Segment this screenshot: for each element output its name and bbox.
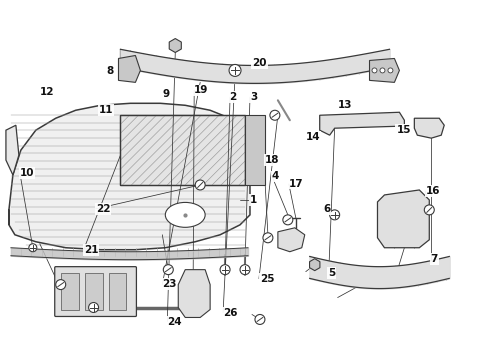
Circle shape (240, 265, 250, 275)
Text: 9: 9 (162, 89, 169, 99)
Circle shape (163, 265, 173, 275)
Text: 20: 20 (252, 58, 267, 68)
Text: 22: 22 (96, 204, 111, 214)
Circle shape (330, 210, 340, 220)
Text: 11: 11 (98, 105, 113, 115)
Circle shape (255, 315, 265, 324)
Polygon shape (319, 112, 404, 135)
Polygon shape (178, 270, 210, 318)
Text: 2: 2 (229, 92, 237, 102)
Circle shape (424, 205, 434, 215)
Circle shape (229, 64, 241, 76)
Polygon shape (6, 125, 19, 175)
Ellipse shape (165, 202, 205, 227)
Bar (61, 273, 78, 310)
Circle shape (195, 180, 205, 190)
Polygon shape (369, 58, 399, 82)
Circle shape (380, 68, 385, 73)
Circle shape (388, 68, 393, 73)
Text: 12: 12 (40, 87, 54, 97)
Text: 1: 1 (250, 195, 257, 205)
Text: 24: 24 (167, 317, 181, 327)
Text: 8: 8 (106, 66, 113, 76)
Polygon shape (278, 228, 305, 252)
Polygon shape (9, 103, 250, 250)
Bar (85, 273, 102, 310)
Text: 18: 18 (265, 155, 279, 165)
Bar (121, 115, 245, 185)
Circle shape (220, 265, 230, 275)
Text: 5: 5 (328, 268, 335, 278)
Polygon shape (377, 190, 429, 248)
Text: 25: 25 (260, 274, 274, 284)
Text: 23: 23 (162, 279, 176, 289)
Circle shape (270, 110, 280, 120)
Polygon shape (415, 118, 444, 138)
Text: 4: 4 (272, 171, 279, 181)
Text: 10: 10 (20, 168, 34, 178)
Text: 14: 14 (306, 132, 320, 142)
Circle shape (283, 215, 293, 225)
Polygon shape (119, 55, 141, 82)
Bar (121, 115, 245, 185)
Circle shape (263, 233, 273, 243)
Text: 7: 7 (431, 254, 438, 264)
Text: 13: 13 (338, 100, 352, 110)
Text: 6: 6 (323, 204, 330, 214)
Circle shape (56, 280, 66, 289)
Bar (108, 273, 126, 310)
Text: 26: 26 (223, 308, 238, 318)
Circle shape (29, 244, 37, 252)
Text: 19: 19 (194, 85, 208, 95)
Text: 15: 15 (396, 125, 411, 135)
Text: 17: 17 (289, 179, 303, 189)
Polygon shape (310, 259, 320, 271)
FancyBboxPatch shape (55, 267, 136, 316)
Circle shape (89, 302, 98, 312)
Text: 21: 21 (84, 245, 98, 255)
Circle shape (372, 68, 377, 73)
Text: 16: 16 (426, 186, 440, 196)
Polygon shape (169, 39, 181, 53)
Bar (245, 115, 265, 185)
Text: 3: 3 (250, 92, 257, 102)
